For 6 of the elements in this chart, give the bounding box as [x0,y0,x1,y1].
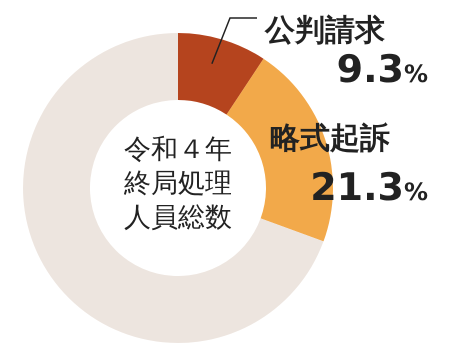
slice-label: 公判請求 [264,13,385,48]
text: 人員総数 [124,202,232,233]
text: 終局処理 [123,168,232,199]
data-label: 9.3% [336,47,428,91]
text: 令和４年 [124,134,232,165]
donut-slice [178,33,264,115]
